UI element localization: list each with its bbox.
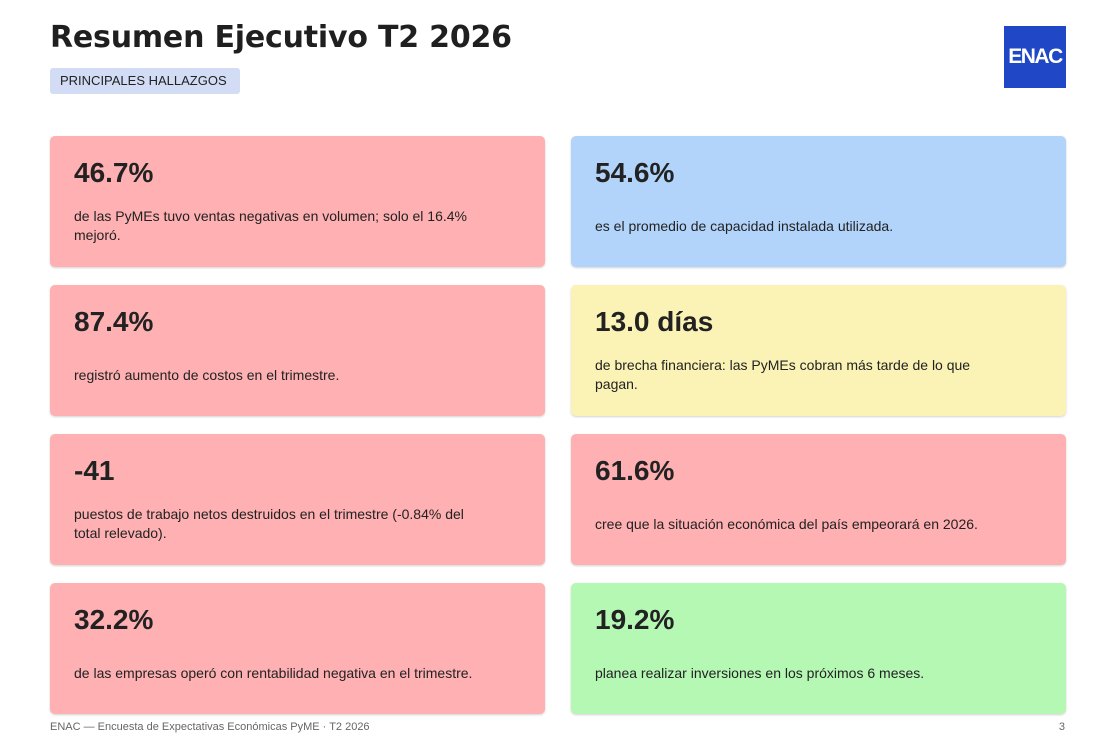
finding-card-profitability: 32.2% de las empresas operó con rentabil… <box>50 583 545 714</box>
finding-description: planea realizar inversiones en los próxi… <box>595 664 925 681</box>
page-number: 3 <box>1058 721 1065 733</box>
finding-description: de brecha financiera: las PyMEs cobran m… <box>595 357 971 392</box>
finding-description: registró aumento de costos en el trimest… <box>74 366 340 383</box>
finding-card-costs: 87.4% registró aumento de costos en el t… <box>50 285 545 416</box>
finding-description: es el promedio de capacidad instalada ut… <box>595 217 894 234</box>
finding-value: -41 <box>74 455 115 486</box>
finding-card-capacity: 54.6% es el promedio de capacidad instal… <box>571 136 1066 267</box>
footer-source: ENAC — Encuesta de Expectativas Económic… <box>50 721 370 733</box>
finding-value: 32.2% <box>74 604 154 635</box>
finding-value: 46.7% <box>74 157 154 188</box>
finding-value: 87.4% <box>74 306 154 337</box>
findings-grid: 46.7% de las PyMEs tuvo ventas negativas… <box>50 136 1066 714</box>
page-title: Resumen Ejecutivo T2 2026 <box>50 20 512 55</box>
finding-description: puestos de trabajo netos destruidos en e… <box>74 506 464 541</box>
finding-value: 61.6% <box>595 455 675 486</box>
finding-card-jobs: -41 puestos de trabajo netos destruidos … <box>50 434 545 565</box>
finding-card-investment: 19.2% planea realizar inversiones en los… <box>571 583 1066 714</box>
finding-card-financial-gap: 13.0 días de brecha financiera: las PyME… <box>571 285 1066 416</box>
finding-value: 13.0 días <box>595 306 714 337</box>
finding-description: cree que la situación económica del país… <box>595 515 978 532</box>
section-tag: PRINCIPALES HALLAZGOS <box>50 68 240 94</box>
finding-card-outlook: 61.6% cree que la situación económica de… <box>571 434 1066 565</box>
logo-text: ENAC <box>1008 45 1063 68</box>
finding-card-sales: 46.7% de las PyMEs tuvo ventas negativas… <box>50 136 545 267</box>
finding-value: 54.6% <box>595 157 675 188</box>
finding-description: de las PyMEs tuvo ventas negativas en vo… <box>74 208 467 243</box>
finding-description: de las empresas operó con rentabilidad n… <box>74 664 473 681</box>
finding-value: 19.2% <box>595 604 675 635</box>
enac-logo: ENAC <box>1004 26 1066 88</box>
